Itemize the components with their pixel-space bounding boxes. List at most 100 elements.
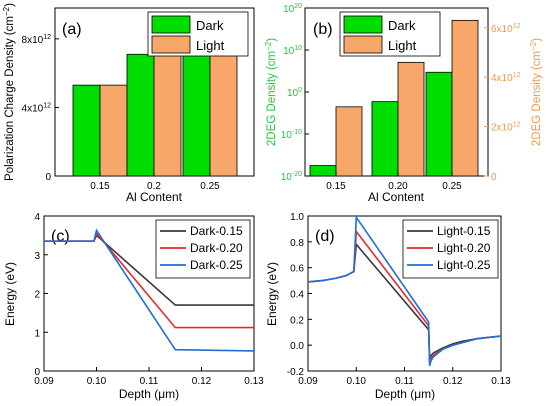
panel-b-legend-swatch-dark	[343, 15, 383, 34]
panel-b-right-y-tick-label: 2x1012	[491, 122, 521, 134]
panel-b-left-y-tick-label: 1010	[283, 45, 302, 57]
panel-a-y-axis-title-base: Polarization Charge Density (cm	[4, 16, 16, 181]
panel-a-y-tick-label-base: 4x10	[22, 103, 44, 114]
panel-c-series-line	[44, 228, 255, 352]
panel-a-bar-dark	[126, 53, 155, 177]
panel-c-x-tick-label: 0.09	[34, 376, 54, 387]
panel-b-left-y-tick-label-base: 10	[283, 46, 295, 57]
panel-c-x-tick-label: 0.11	[140, 376, 159, 387]
panel-b-left-y-axis-title: 2DEG Density (cm−2)	[264, 38, 278, 146]
panel-b-right-y-tick-label: 0	[491, 172, 497, 183]
panel-c-x-tick-label: 0.12	[192, 376, 212, 387]
panel-a-x-tick-label: 0.25	[200, 181, 220, 192]
panel-a-bar-light	[99, 84, 128, 177]
panel-b-right-y-tick-label-exp: 12	[513, 23, 521, 30]
panel-a-legend-label-dark: Dark	[196, 18, 224, 33]
panel-c-line-chart: (c) 0 1 2 3 4 0.09 0.10 0.11 0.12 0.13 Depth (μm…	[3, 212, 264, 401]
panel-d-x-tick-label: 0.09	[298, 376, 318, 387]
panel-a-legend-swatch-light	[151, 35, 191, 54]
panel-c-label: (c)	[51, 228, 70, 245]
panel-a-label: (a)	[62, 21, 82, 38]
panel-c-x-axis: 0.09 0.10 0.11 0.12 0.13	[34, 367, 264, 387]
panel-c-legend-label: Dark-0.15	[190, 224, 243, 238]
panel-d-x-axis-title: Depth (μm)	[375, 387, 435, 401]
panel-a-y-tick-label: 4x1012	[22, 102, 52, 114]
panel-c-legend-label: Dark-0.25	[190, 258, 243, 272]
panel-b-left-y-tick-label-base: 10	[281, 172, 293, 183]
panel-b-right-y-tick-label: 6x1012	[491, 23, 521, 35]
panel-b-left-y-tick-label-exp: 0	[298, 87, 302, 94]
panel-a-y-tick-label-base: 8x10	[22, 35, 44, 46]
panel-d-y-tick-label: 1.0	[290, 212, 304, 223]
panel-c-y-tick-label: 1	[34, 328, 40, 339]
panel-b-right-y-tick-label-base: 0	[491, 172, 497, 183]
panel-a-bar-dark	[72, 84, 101, 177]
panel-b-right-y-axis-title: 2DEG Density (cm−2)	[529, 38, 543, 146]
panel-d-line-chart: (d) -0.20.00.20.40.60.81.0 0.09 0.10 0.11 0…	[265, 212, 511, 401]
panel-b-legend-label-dark: Dark	[388, 18, 416, 33]
panel-b-x-tick-label: 0.15	[326, 181, 346, 192]
panel-b-x-axis: 0.15 0.20 0.25	[326, 172, 462, 192]
panel-b-bars	[309, 19, 479, 177]
panel-b-right-y-tick-label-exp: 12	[513, 122, 521, 129]
panel-d-x-tick-label: 0.12	[443, 376, 463, 387]
panel-a-y-tick-label-exp: 12	[43, 102, 51, 109]
panel-d-x-tick-label: 0.11	[395, 376, 414, 387]
panel-c-y-axis: 0 1 2 3 4	[34, 212, 48, 378]
panel-c-x-tick-label: 0.13	[244, 376, 264, 387]
panel-a-y-tick-label: 0	[45, 172, 51, 183]
panel-b-legend-swatch-light	[343, 35, 383, 54]
panel-a-bar-light	[153, 53, 182, 177]
panel-b-bar-dark	[371, 101, 399, 177]
panel-a-y-tick-label-exp: 12	[43, 34, 51, 41]
panel-d-legend: Light-0.15 Light-0.20 Light-0.25	[402, 219, 499, 279]
panel-c-x-axis-title: Depth (μm)	[119, 387, 179, 401]
panel-d-y-tick-label: -0.2	[287, 367, 305, 378]
panel-b-left-y-tick-label: 10-20	[281, 171, 302, 183]
panel-c-y-tick-label: 4	[34, 212, 40, 223]
panel-c-legend: Dark-0.15 Dark-0.20 Dark-0.25	[155, 219, 251, 279]
panel-d-x-axis: 0.09 0.10 0.11 0.12 0.13	[298, 367, 511, 387]
panel-d-y-tick-label: 0.4	[290, 290, 304, 301]
panel-b-x-tick-label: 0.25	[442, 181, 462, 192]
panel-a-x-tick-label: 0.15	[90, 181, 110, 192]
panel-b-right-y-tick-label-base: 4x10	[491, 73, 513, 84]
panel-c-x-tick-label: 0.10	[87, 376, 107, 387]
panel-b-left-y-axis-title-exp: −2	[264, 41, 273, 51]
panel-b-left-y-tick-label-exp: 20	[294, 3, 302, 10]
panel-b-left-y-tick-label-exp: -20	[292, 171, 302, 178]
panel-a-legend: Dark Light	[147, 11, 249, 57]
panel-a-x-axis: 0.15 0.2 0.25	[90, 172, 220, 192]
panel-b-x-tick-label: 0.20	[388, 181, 408, 192]
panel-b-right-y-tick-label: 4x1012	[491, 72, 521, 84]
panel-b-right-y-axis-title-end: )	[531, 38, 543, 42]
panel-d-y-tick-label: 0.0	[290, 341, 304, 352]
panel-d-legend-label: Light-0.15	[437, 224, 491, 238]
panel-b-x-axis-title: Al Content	[368, 190, 425, 204]
panel-a-y-axis-title-exp: −2	[2, 6, 11, 16]
panel-b-right-y-axis-title-base: 2DEG Density (cm	[531, 51, 543, 146]
panel-c-series	[44, 228, 255, 352]
panel-b-legend: Dark Light	[339, 11, 441, 57]
panel-d-legend-label: Light-0.20	[437, 241, 491, 255]
panel-b-bar-dark	[309, 165, 337, 177]
panel-c-y-tick-label: 0	[34, 367, 40, 378]
panel-b-left-y-tick-label-base: 10	[283, 4, 295, 15]
panel-b-left-y-tick-label-base: 10	[281, 130, 293, 141]
panel-a-y-tick-label-base: 0	[45, 172, 51, 183]
panel-a-legend-label-light: Light	[196, 38, 225, 53]
panel-b-right-y-tick-label-base: 6x10	[491, 24, 513, 35]
panel-a-y-axis-title: Polarization Charge Density (cm−2)	[2, 3, 16, 181]
panel-a-x-tick-label: 0.2	[147, 181, 161, 192]
panel-b-left-y-tick-label-exp: 10	[294, 45, 302, 52]
panel-b-left-y-axis-title-base: 2DEG Density (cm	[266, 51, 278, 146]
panel-b-left-y-tick-label-base: 10	[287, 88, 299, 99]
panel-b-left-y-tick-label: 1020	[283, 3, 302, 15]
panel-c-legend-box	[155, 219, 251, 279]
